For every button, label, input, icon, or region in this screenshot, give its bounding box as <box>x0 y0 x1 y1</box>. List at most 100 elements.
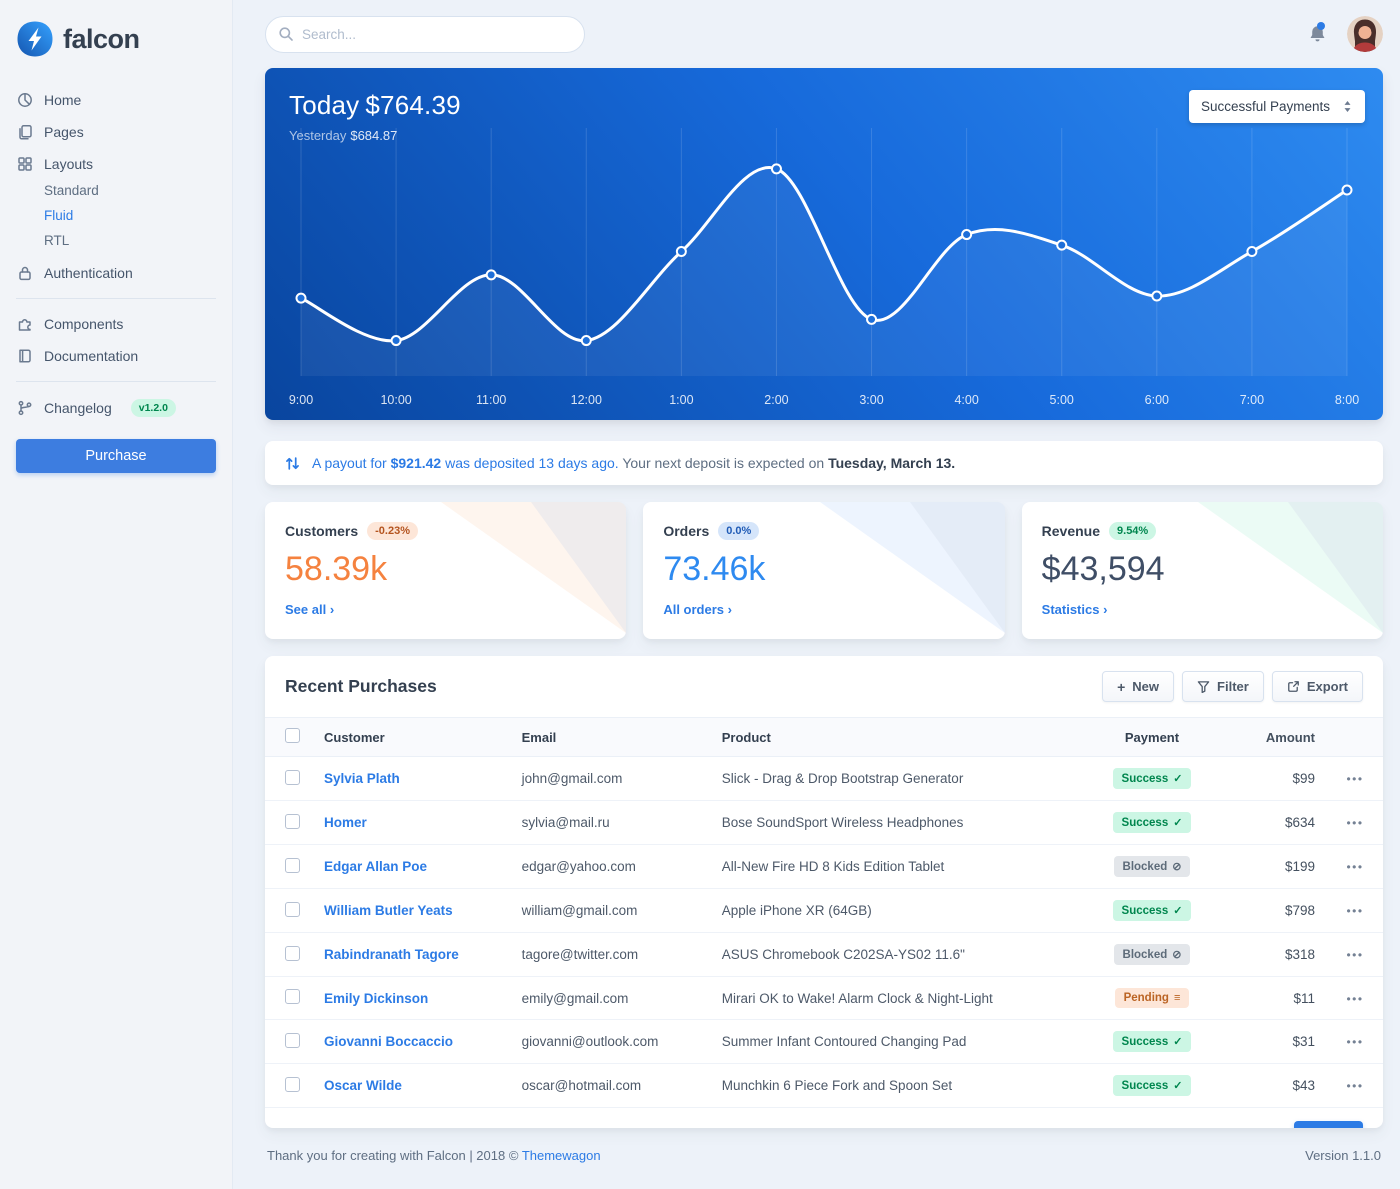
sidebar-subitem-fluid[interactable]: Fluid <box>44 208 74 223</box>
customer-link[interactable]: Edgar Allan Poe <box>324 859 428 874</box>
row-actions-button[interactable]: ••• <box>1346 991 1364 1006</box>
payment-label: Success <box>1121 1079 1169 1092</box>
customer-link[interactable]: William Butler Yeats <box>324 903 453 918</box>
payment-badge: Pending ≡ <box>1114 988 1190 1008</box>
row-checkbox[interactable] <box>285 945 300 961</box>
email-cell: john@gmail.com <box>509 756 710 801</box>
new-button[interactable]: + New <box>1102 671 1175 702</box>
next-button[interactable]: Next <box>1293 1121 1363 1128</box>
chevron-right-icon: › <box>727 602 732 617</box>
table-row: Rabindranath Tagore tagore@twitter.com A… <box>265 932 1383 977</box>
stat-cards: Customers -0.23% 58.39k See all › Orders… <box>265 502 1383 639</box>
stat-value: 73.46k <box>663 550 766 588</box>
row-actions-button[interactable]: ••• <box>1346 860 1364 874</box>
sidebar-item-authentication[interactable]: Authentication <box>16 257 216 289</box>
select-all-checkbox[interactable] <box>285 728 300 743</box>
sidebar-item-label: Changelog <box>44 400 112 416</box>
stat-value: $43,594 <box>1041 550 1165 588</box>
version-badge: v1.2.0 <box>130 399 176 417</box>
payment-status-icon: ✓ <box>1173 905 1183 917</box>
topbar-right <box>1308 16 1383 52</box>
puzzle-icon <box>16 316 33 332</box>
customer-link[interactable]: Giovanni Boccaccio <box>324 1034 454 1049</box>
svg-text:4:00: 4:00 <box>954 393 978 407</box>
sidebar-item-home[interactable]: Home <box>16 84 216 116</box>
payment-label: Success <box>1121 816 1169 829</box>
amount-cell: $798 <box>1227 888 1327 933</box>
svg-text:9:00: 9:00 <box>289 393 313 407</box>
falcon-logo-icon <box>16 20 54 58</box>
payment-badge: Success ✓ <box>1112 1031 1192 1052</box>
sidebar-item-layouts[interactable]: Layouts <box>16 148 216 180</box>
stat-label: Orders <box>663 523 710 539</box>
customer-link[interactable]: Rabindranath Tagore <box>324 947 459 962</box>
purchases-table: Customer Email Product Payment Amount Sy… <box>265 717 1383 1108</box>
row-checkbox[interactable] <box>285 857 300 873</box>
search-input[interactable] <box>265 15 585 53</box>
customer-link[interactable]: Oscar Wilde <box>324 1078 402 1093</box>
customer-link[interactable]: Sylvia Plath <box>324 771 400 786</box>
purchase-button[interactable]: Purchase <box>16 439 216 473</box>
revenue-stat-card: Revenue 9.54% $43,594 Statistics › <box>1021 502 1383 639</box>
filter-button[interactable]: Filter <box>1182 671 1264 702</box>
payment-label: Success <box>1121 772 1169 785</box>
sidebar-item-label: Home <box>44 92 82 108</box>
row-actions-button[interactable]: ••• <box>1346 772 1364 786</box>
sidebar-divider <box>16 298 216 299</box>
svg-text:1:00: 1:00 <box>669 393 693 407</box>
all-orders-link[interactable]: All orders › <box>663 602 732 617</box>
stat-value: 58.39k <box>285 550 388 588</box>
column-header-actions <box>1327 717 1383 757</box>
amount-cell: $199 <box>1227 844 1327 889</box>
sidebar-subitem-rtl[interactable]: RTL <box>44 233 70 248</box>
notifications-button[interactable] <box>1308 22 1327 43</box>
statistics-link[interactable]: Statistics › <box>1041 602 1108 617</box>
themewagon-link[interactable]: Themewagon <box>521 1148 601 1163</box>
svg-text:8:00: 8:00 <box>1335 393 1359 407</box>
table-row: Oscar Wilde oscar@hotmail.com Munchkin 6… <box>265 1063 1383 1108</box>
sidebar-item-components[interactable]: Components <box>16 308 216 340</box>
payment-status-icon: ✓ <box>1173 1036 1183 1048</box>
stat-badge: -0.23% <box>367 522 418 540</box>
sidebar-item-label: Authentication <box>44 265 133 281</box>
sidebar-item-documentation[interactable]: Documentation <box>16 340 216 372</box>
row-actions-button[interactable]: ••• <box>1346 816 1364 830</box>
payment-label: Success <box>1121 904 1169 917</box>
topbar <box>265 0 1383 68</box>
row-actions-button[interactable]: ••• <box>1346 904 1364 918</box>
chart-pie-icon <box>16 92 33 108</box>
pages-icon <box>16 124 33 140</box>
row-actions-button[interactable]: ••• <box>1346 1079 1364 1093</box>
payment-badge: Blocked ⊘ <box>1113 944 1191 965</box>
plus-icon: + <box>1117 678 1126 695</box>
table-row: William Butler Yeats william@gmail.com A… <box>265 888 1383 933</box>
export-icon <box>1287 680 1300 693</box>
email-cell: tagore@twitter.com <box>509 932 710 977</box>
chevron-right-icon: › <box>1103 602 1108 617</box>
row-checkbox[interactable] <box>285 1076 300 1092</box>
row-actions-button[interactable]: ••• <box>1346 1035 1364 1049</box>
payout-link[interactable]: A payout for $921.42 was deposited 13 da… <box>312 455 619 471</box>
row-checkbox[interactable] <box>285 989 300 1004</box>
amount-cell: $634 <box>1227 800 1327 845</box>
search-box <box>265 15 585 53</box>
amount-cell: $11 <box>1227 976 1327 1020</box>
row-checkbox[interactable] <box>285 901 300 917</box>
sidebar-item-pages[interactable]: Pages <box>16 116 216 148</box>
avatar[interactable] <box>1347 16 1383 52</box>
svg-text:3:00: 3:00 <box>859 393 883 407</box>
export-button[interactable]: Export <box>1271 671 1363 702</box>
row-checkbox[interactable] <box>285 1032 300 1048</box>
row-checkbox[interactable] <box>285 769 300 785</box>
customer-link[interactable]: Homer <box>324 815 367 830</box>
row-actions-button[interactable]: ••• <box>1346 948 1364 962</box>
sidebar-item-changelog[interactable]: Changelog v1.2.0 <box>16 391 216 425</box>
see-all-link[interactable]: See all › <box>285 602 335 617</box>
sidebar-subitem-standard[interactable]: Standard <box>44 183 99 198</box>
row-checkbox[interactable] <box>285 813 300 829</box>
customer-link[interactable]: Emily Dickinson <box>324 990 429 1006</box>
payments-filter-select[interactable]: Successful Payments <box>1188 90 1365 123</box>
lock-icon <box>16 265 33 281</box>
brand-logo[interactable]: falcon <box>16 20 216 58</box>
payout-text: A payout for $921.42 was deposited 13 da… <box>312 455 956 471</box>
